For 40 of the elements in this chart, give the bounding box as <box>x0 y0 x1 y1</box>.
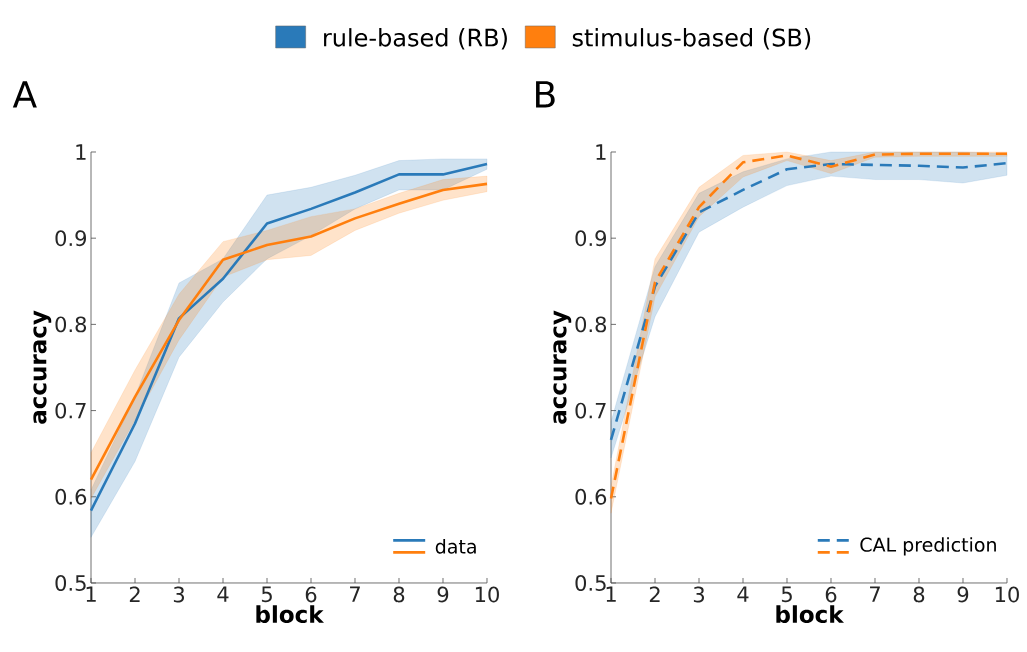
y-tick-label: 1 <box>76 144 86 160</box>
x-tick-label: 10 <box>475 586 499 603</box>
annotation: data <box>435 539 476 554</box>
x-tick-label: 5 <box>261 586 272 603</box>
x-tick-label: 7 <box>870 586 880 602</box>
x-tick-label: 7 <box>350 586 360 602</box>
x-tick-label: 4 <box>737 586 749 602</box>
x-tick-label: 2 <box>129 586 140 603</box>
x-axis-title: block <box>776 605 844 624</box>
x-tick-label: 10 <box>995 586 1019 603</box>
y-tick-label: 0.5 <box>575 575 606 591</box>
x-tick-label: 8 <box>393 586 405 603</box>
x-tick-label: 3 <box>173 586 185 603</box>
y-tick-label: 0.9 <box>575 230 606 247</box>
y-tick-label: 1 <box>596 144 606 160</box>
x-tick-label: 3 <box>693 586 705 603</box>
x-axis-title: block <box>256 605 324 624</box>
y-axis-title: accuracy <box>553 310 572 424</box>
x-tick-label: 9 <box>437 586 449 603</box>
y-tick-label: 0.6 <box>55 488 87 505</box>
y-tick-label: 0.8 <box>575 316 607 333</box>
y-tick-label: 0.7 <box>55 402 86 419</box>
y-tick-label: 0.6 <box>575 488 607 505</box>
x-tick-label: 6 <box>305 586 317 603</box>
y-axis-title: accuracy <box>33 310 52 424</box>
x-tick-label: 2 <box>649 586 660 603</box>
x-tick-label: 5 <box>781 586 792 603</box>
x-tick-label: 4 <box>217 586 229 602</box>
x-tick-label: 8 <box>913 586 925 603</box>
x-tick-label: 6 <box>825 586 837 603</box>
chart-title: A <box>12 81 37 108</box>
y-tick-label: 0.8 <box>55 316 87 333</box>
legend-label: stimulus-based (SB) <box>572 28 811 50</box>
y-tick-label: 0.9 <box>55 230 86 247</box>
x-tick-label: 9 <box>957 586 969 603</box>
annotation: CAL prediction <box>860 537 996 556</box>
y-tick-label: 0.7 <box>575 402 606 419</box>
chart-title: B <box>536 81 555 108</box>
y-tick-label: 0.5 <box>55 575 86 591</box>
legend-label: rule-based (RB) <box>324 28 507 50</box>
